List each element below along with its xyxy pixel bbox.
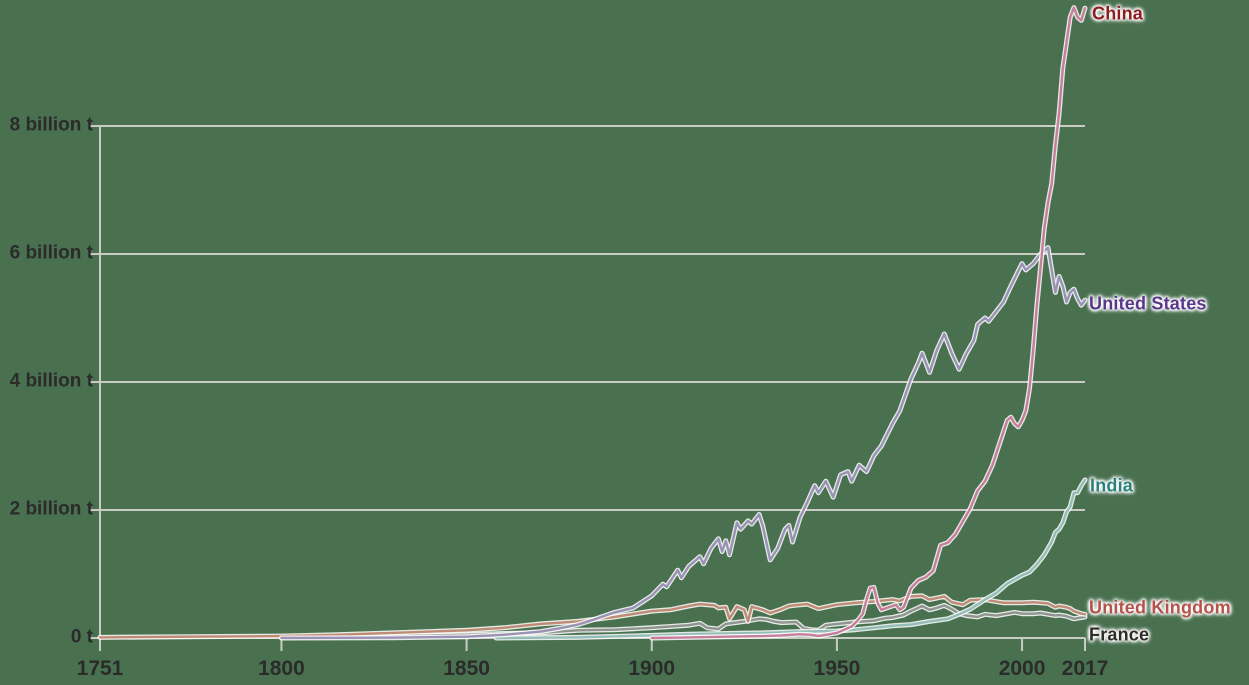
y-axis-label: 4 billion t (9, 370, 93, 392)
series-label-china[interactable]: China (1092, 3, 1144, 24)
x-axis-label: 1751 (76, 657, 124, 680)
series-label-united-states[interactable]: United States (1089, 293, 1207, 314)
x-axis-label: 1950 (813, 657, 861, 680)
series-line-france[interactable] (280, 604, 1087, 639)
x-axis-label: 1900 (628, 657, 676, 680)
y-axis-label: 6 billion t (9, 242, 93, 264)
y-axis-label: 2 billion t (9, 498, 93, 520)
series-line-halo (278, 245, 1088, 641)
x-axis-label: 2017 (1061, 657, 1109, 680)
x-axis-label: 1800 (258, 657, 305, 680)
series-line-india[interactable] (495, 478, 1087, 640)
series-line-united-states[interactable] (280, 246, 1087, 640)
y-axis-label: 0 t (70, 626, 93, 648)
x-axis-label: 2000 (998, 657, 1046, 680)
series-label-france[interactable]: France (1089, 624, 1150, 645)
series-label-india[interactable]: India (1090, 475, 1134, 496)
y-axis-label: 8 billion t (9, 114, 93, 136)
series-label-united-kingdom[interactable]: United Kingdom (1089, 597, 1231, 618)
x-axis-label: 1850 (443, 657, 490, 680)
series-line-china[interactable] (650, 6, 1087, 640)
